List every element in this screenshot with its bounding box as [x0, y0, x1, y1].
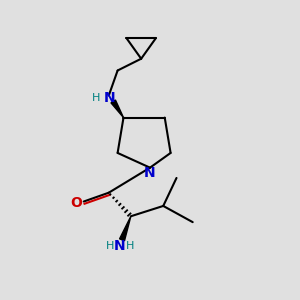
Text: H: H: [126, 241, 134, 251]
Text: N: N: [144, 166, 156, 180]
Text: H: H: [106, 241, 114, 251]
Text: N: N: [104, 92, 116, 106]
Polygon shape: [119, 216, 131, 241]
Text: N: N: [114, 239, 125, 253]
Polygon shape: [111, 100, 124, 118]
Text: O: O: [70, 196, 82, 210]
Text: H: H: [92, 94, 100, 103]
